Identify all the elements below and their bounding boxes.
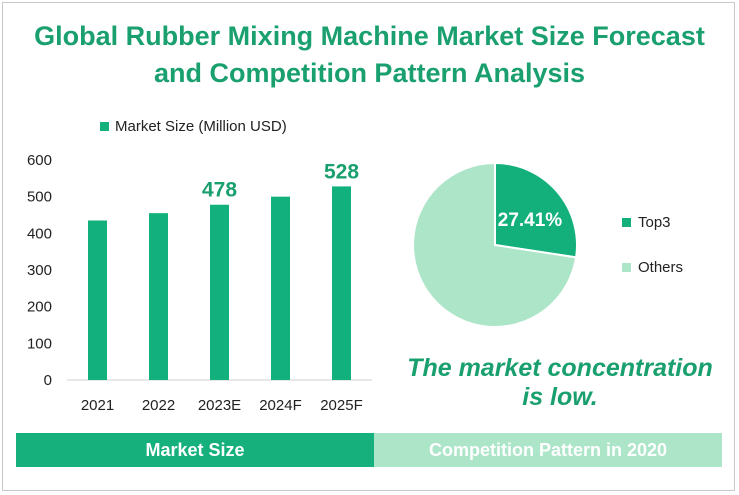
footer-market-size: Market Size — [16, 433, 374, 467]
bar-2024F — [271, 196, 290, 380]
chart-frame — [2, 2, 735, 491]
y-tick-label: 0 — [44, 372, 52, 389]
bar-legend-label: Market Size (Million USD) — [115, 118, 287, 135]
y-tick-label: 200 — [27, 299, 52, 316]
note-line-1: The market concentration — [407, 354, 713, 382]
pie-legend-top3: Top3 — [622, 214, 671, 231]
y-tick-label: 600 — [27, 152, 52, 169]
y-tick-label: 100 — [27, 335, 52, 352]
bar-2023E — [210, 204, 229, 380]
bar-legend-swatch — [100, 122, 109, 131]
concentration-note: The market concentration is low. — [390, 354, 730, 412]
pie-chart: 27.41% — [412, 161, 578, 328]
pie-slice-top3 — [494, 161, 578, 259]
bar-chart: 0 100 200 300 400 500 600 2021 2022 2023E 478 2024F… — [27, 152, 372, 414]
bar-chart-legend: Market Size (Million USD) — [100, 118, 287, 135]
pie-legend-swatch-others — [622, 263, 631, 272]
footer-competition-pattern: Competition Pattern in 2020 — [374, 433, 722, 467]
pie-slice-others — [412, 161, 578, 328]
x-tick-label: 2021 — [81, 397, 114, 414]
x-tick-label: 2025F — [320, 397, 363, 414]
page-title: Global Rubber Mixing Machine Market Size… — [0, 18, 739, 92]
bar-2021 — [88, 220, 107, 380]
bar-2022 — [149, 213, 168, 380]
y-tick-label: 500 — [27, 189, 52, 206]
data-label-2025F: 528 — [324, 160, 359, 183]
pie-legend-label-others: Others — [638, 259, 684, 276]
x-tick-label: 2023E — [198, 397, 241, 414]
data-label-2023E: 478 — [202, 179, 237, 202]
note-line-2: is low. — [522, 383, 598, 411]
title-line-2: and Competition Pattern Analysis — [153, 58, 586, 88]
pie-legend-label-top3: Top3 — [638, 214, 671, 231]
x-tick-label: 2022 — [142, 397, 175, 414]
pie-slice-label-top3: 27.41% — [498, 210, 563, 231]
y-tick-label: 400 — [27, 225, 52, 242]
pie-legend-others: Others — [622, 259, 683, 276]
x-tick-label: 2024F — [259, 397, 302, 414]
y-tick-label: 300 — [27, 262, 52, 279]
bar-2025F — [332, 186, 351, 380]
pie-legend-swatch-top3 — [622, 218, 631, 227]
title-line-1: Global Rubber Mixing Machine Market Size… — [34, 21, 705, 51]
